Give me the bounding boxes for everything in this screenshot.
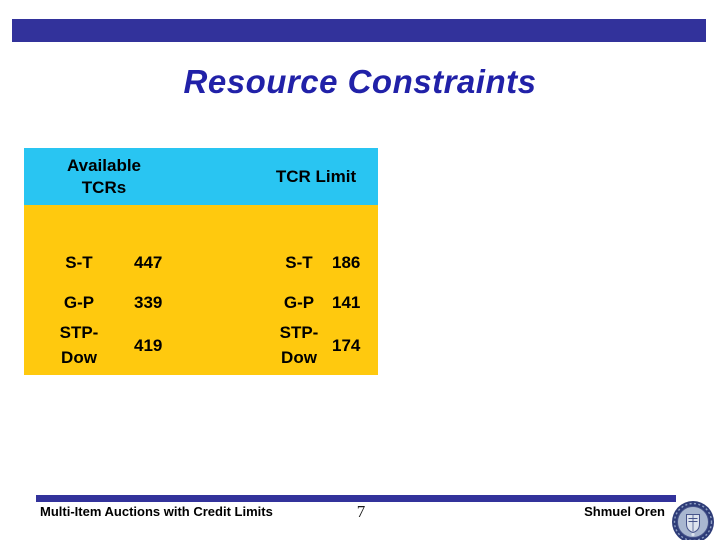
university-seal-icon	[671, 500, 715, 540]
top-accent-bar	[12, 19, 706, 42]
table-row: G-P 339 G-P 141	[24, 288, 378, 318]
row-value: 141	[332, 292, 361, 312]
tcr-table: Available TCRs TCR Limit S-T 447 S-T 186…	[24, 148, 378, 375]
column-header-available-tcrs: Available TCRs	[66, 156, 142, 197]
table-header-row: Available TCRs TCR Limit	[24, 148, 378, 205]
row-value: 447	[134, 252, 163, 272]
slide-title: Resource Constraints	[183, 63, 537, 100]
footer-accent-bar	[36, 495, 676, 502]
row-value: 174	[332, 335, 361, 355]
row-label: G-P	[63, 292, 95, 312]
column-header-tcr-limit: TCR Limit	[275, 166, 357, 186]
table-row: STP- Dow 419 STP- Dow 174	[24, 320, 378, 372]
table-row: S-T 447 S-T 186	[24, 248, 378, 278]
footer-presentation-title: Multi-Item Auctions with Credit Limits	[40, 504, 273, 519]
row-label: S-T	[285, 252, 313, 272]
row-value: 419	[134, 335, 163, 355]
row-label: S-T	[65, 252, 93, 272]
row-value: 339	[134, 292, 163, 312]
row-label: STP- Dow	[279, 323, 319, 367]
row-label: STP- Dow	[59, 323, 99, 367]
page-number: 7	[356, 502, 366, 521]
row-label: G-P	[283, 292, 315, 312]
row-value: 186	[332, 252, 361, 272]
footer-author-name: Shmuel Oren	[584, 504, 665, 519]
